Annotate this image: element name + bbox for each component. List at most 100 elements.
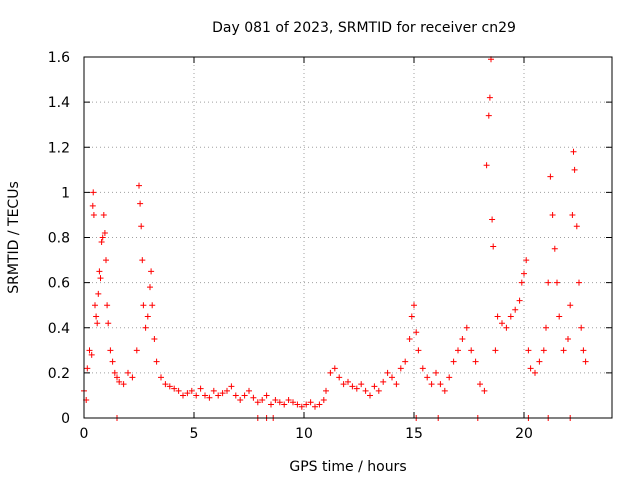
data-point (551, 245, 558, 252)
data-point (433, 369, 439, 376)
data-point (525, 347, 532, 354)
data-point (268, 401, 274, 408)
y-tick-label: 1.6 (48, 50, 70, 66)
data-point (303, 401, 310, 408)
data-point (133, 347, 140, 354)
data-point (272, 396, 279, 403)
data-point (90, 189, 97, 196)
x-tick-label: 5 (190, 426, 199, 442)
data-point (543, 324, 549, 331)
data-point (237, 396, 244, 403)
data-point (567, 302, 574, 309)
data-point (545, 279, 552, 286)
data-point (210, 387, 217, 394)
data-point (101, 229, 108, 236)
data-point (413, 329, 420, 336)
data-point (353, 385, 360, 392)
data-point (499, 320, 505, 327)
data-point (536, 358, 543, 365)
data-point (116, 378, 123, 385)
data-point (494, 313, 501, 320)
data-point (384, 369, 391, 376)
data-point (246, 387, 252, 394)
data-point (554, 279, 560, 286)
data-point (411, 302, 417, 309)
data-point (144, 313, 151, 320)
data-point (507, 313, 514, 320)
data-point (415, 347, 422, 354)
data-point (294, 401, 301, 408)
data-point (512, 306, 519, 313)
data-point (100, 211, 107, 218)
data-point (86, 347, 93, 354)
data-point (250, 394, 257, 401)
data-point (490, 243, 497, 250)
data-point (327, 369, 334, 376)
data-point (492, 347, 499, 354)
y-tick-label: 0 (61, 411, 70, 427)
data-point (345, 378, 351, 385)
data-point (472, 358, 479, 365)
data-point (129, 374, 136, 381)
data-point (147, 284, 153, 291)
data-point (98, 239, 105, 246)
data-point (88, 351, 95, 358)
data-point (136, 182, 142, 189)
data-point (180, 392, 186, 399)
data-point (281, 401, 288, 408)
x-tick-label: 20 (515, 426, 533, 442)
data-point (397, 365, 404, 372)
data-point (571, 166, 578, 173)
data-point (215, 392, 222, 399)
data-point (441, 387, 448, 394)
data-point (151, 336, 158, 343)
data-point (125, 369, 131, 376)
data-point (459, 336, 466, 343)
data-point (578, 324, 585, 331)
data-point (139, 257, 146, 264)
y-tick-label: 1.4 (48, 95, 70, 111)
data-point (206, 394, 213, 401)
x-tick-label: 10 (295, 426, 313, 442)
data-point (358, 381, 365, 388)
data-point (219, 390, 226, 397)
data-point (582, 358, 589, 365)
data-point (580, 347, 587, 354)
data-point (109, 358, 116, 365)
data-point (437, 381, 444, 388)
data-point (202, 392, 208, 399)
x-axis-label: GPS time / hours (289, 459, 406, 475)
y-tick-label: 0.2 (48, 366, 70, 382)
data-point (521, 270, 527, 277)
data-point (406, 336, 413, 343)
data-point (362, 387, 369, 394)
data-point (111, 369, 118, 376)
data-point (419, 365, 426, 372)
data-point (455, 347, 461, 354)
data-point (527, 365, 534, 372)
data-point (89, 202, 96, 209)
data-point (331, 365, 338, 372)
data-point (254, 399, 261, 406)
axis-ticks: 0 5 10 15 20 0 0.2 0.4 0.6 0.8 1 1.2 1.4 1.6 (48, 50, 612, 442)
data-point (92, 302, 98, 309)
data-point (336, 374, 343, 381)
data-point (188, 387, 195, 394)
data-point (408, 313, 415, 320)
grid-lines (84, 57, 612, 418)
data-point (323, 387, 329, 394)
data-point (569, 211, 576, 218)
data-point (516, 297, 523, 304)
data-point (285, 396, 292, 403)
data-point (463, 324, 470, 331)
x-tick-label: 0 (80, 426, 89, 442)
data-point (380, 378, 387, 385)
data-point (175, 387, 182, 394)
data-point (375, 387, 382, 394)
data-point (468, 347, 475, 354)
data-point (349, 383, 356, 390)
data-point (158, 374, 164, 381)
data-point (276, 399, 283, 406)
